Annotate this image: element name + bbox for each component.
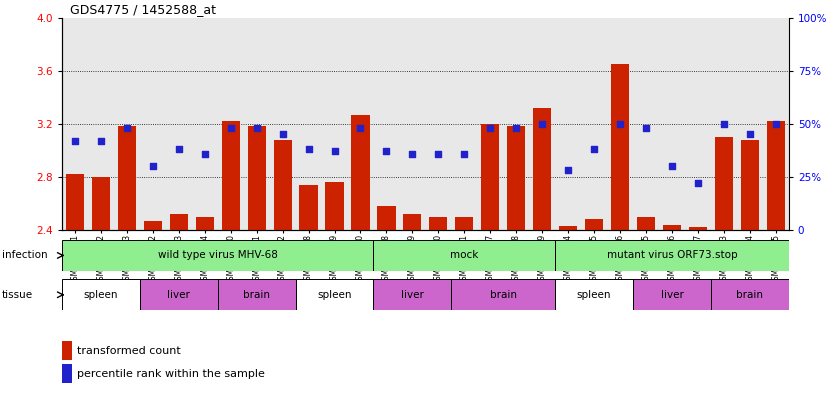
- Bar: [767, 121, 785, 230]
- Bar: [611, 64, 629, 230]
- Bar: [711, 279, 789, 310]
- Point: [666, 163, 679, 169]
- Bar: [218, 279, 296, 310]
- Bar: [637, 217, 655, 230]
- Bar: [296, 279, 373, 310]
- Point: [484, 125, 497, 131]
- Text: GDS4775 / 1452588_at: GDS4775 / 1452588_at: [70, 3, 216, 16]
- Bar: [373, 279, 451, 310]
- Point: [172, 146, 185, 152]
- Bar: [455, 217, 473, 230]
- Text: spleen: spleen: [317, 290, 352, 300]
- Bar: [377, 206, 396, 230]
- Text: liver: liver: [661, 290, 683, 300]
- Bar: [585, 219, 603, 230]
- Bar: [555, 279, 633, 310]
- Text: infection: infection: [2, 250, 47, 261]
- Text: spleen: spleen: [577, 290, 611, 300]
- Text: liver: liver: [168, 290, 190, 300]
- Text: tissue: tissue: [2, 290, 33, 300]
- Point: [458, 151, 471, 157]
- Bar: [451, 279, 555, 310]
- Bar: [62, 341, 72, 360]
- Bar: [741, 140, 759, 230]
- Point: [94, 138, 107, 144]
- Point: [276, 131, 289, 138]
- Point: [535, 121, 548, 127]
- Point: [302, 146, 316, 152]
- Point: [587, 146, 601, 152]
- Point: [691, 180, 705, 186]
- Text: mutant virus ORF73.stop: mutant virus ORF73.stop: [607, 250, 738, 261]
- Bar: [403, 214, 421, 230]
- Point: [769, 121, 782, 127]
- Point: [69, 138, 82, 144]
- Bar: [325, 182, 344, 230]
- Bar: [555, 240, 789, 271]
- Point: [639, 125, 653, 131]
- Bar: [62, 279, 140, 310]
- Text: liver: liver: [401, 290, 424, 300]
- Point: [146, 163, 159, 169]
- Text: mock: mock: [450, 250, 478, 261]
- Bar: [169, 214, 188, 230]
- Point: [432, 151, 445, 157]
- Text: transformed count: transformed count: [77, 346, 181, 356]
- Point: [121, 125, 134, 131]
- Point: [743, 131, 757, 138]
- Text: brain: brain: [243, 290, 270, 300]
- Bar: [62, 364, 72, 383]
- Point: [224, 125, 237, 131]
- Bar: [92, 177, 110, 230]
- Bar: [714, 137, 733, 230]
- Bar: [533, 108, 551, 230]
- Point: [198, 151, 211, 157]
- Bar: [482, 124, 500, 230]
- Point: [380, 148, 393, 154]
- Bar: [66, 174, 84, 230]
- Bar: [144, 220, 162, 230]
- Bar: [507, 127, 525, 230]
- Bar: [118, 127, 136, 230]
- Point: [250, 125, 263, 131]
- Point: [614, 121, 627, 127]
- Bar: [633, 279, 711, 310]
- Point: [328, 148, 341, 154]
- Bar: [196, 217, 214, 230]
- Bar: [273, 140, 292, 230]
- Bar: [351, 114, 369, 230]
- Text: wild type virus MHV-68: wild type virus MHV-68: [158, 250, 278, 261]
- Bar: [689, 227, 707, 230]
- Bar: [430, 217, 448, 230]
- Bar: [248, 127, 266, 230]
- Bar: [559, 226, 577, 230]
- Text: percentile rank within the sample: percentile rank within the sample: [77, 369, 264, 379]
- Bar: [663, 224, 681, 230]
- Bar: [221, 121, 240, 230]
- Text: spleen: spleen: [83, 290, 118, 300]
- Point: [354, 125, 367, 131]
- Bar: [373, 240, 555, 271]
- Point: [510, 125, 523, 131]
- Bar: [140, 279, 218, 310]
- Bar: [300, 185, 318, 230]
- Text: brain: brain: [737, 290, 763, 300]
- Point: [717, 121, 730, 127]
- Point: [562, 167, 575, 174]
- Point: [406, 151, 419, 157]
- Text: brain: brain: [490, 290, 517, 300]
- Bar: [62, 240, 373, 271]
